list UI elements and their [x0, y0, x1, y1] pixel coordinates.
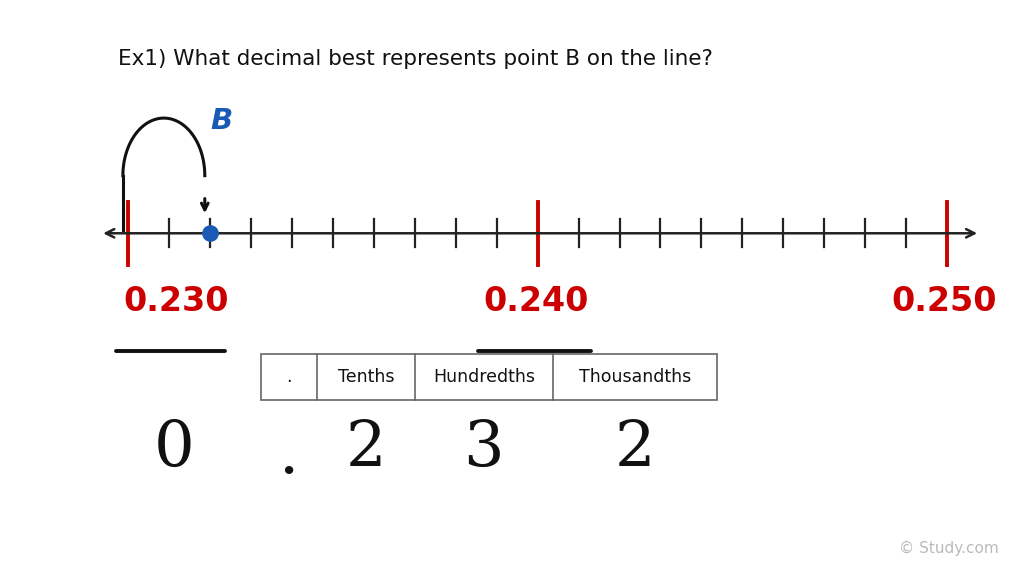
Text: Tenths: Tenths [338, 368, 394, 386]
Text: .: . [280, 425, 299, 486]
Text: Thousandths: Thousandths [579, 368, 691, 386]
Text: Ex1) What decimal best represents point B on the line?: Ex1) What decimal best represents point … [118, 49, 713, 69]
Text: © Study.com: © Study.com [899, 541, 998, 556]
Text: 0.250: 0.250 [891, 285, 996, 318]
Text: 0: 0 [154, 419, 195, 480]
Text: Hundredths: Hundredths [433, 368, 535, 386]
Text: 2: 2 [614, 419, 655, 480]
Text: B: B [210, 107, 232, 135]
Text: .: . [287, 368, 292, 386]
Text: 2: 2 [346, 419, 386, 480]
Text: 3: 3 [464, 419, 504, 480]
Bar [261, 354, 717, 400]
Text: 0.240: 0.240 [483, 285, 589, 318]
Text: 0.230: 0.230 [123, 285, 228, 318]
